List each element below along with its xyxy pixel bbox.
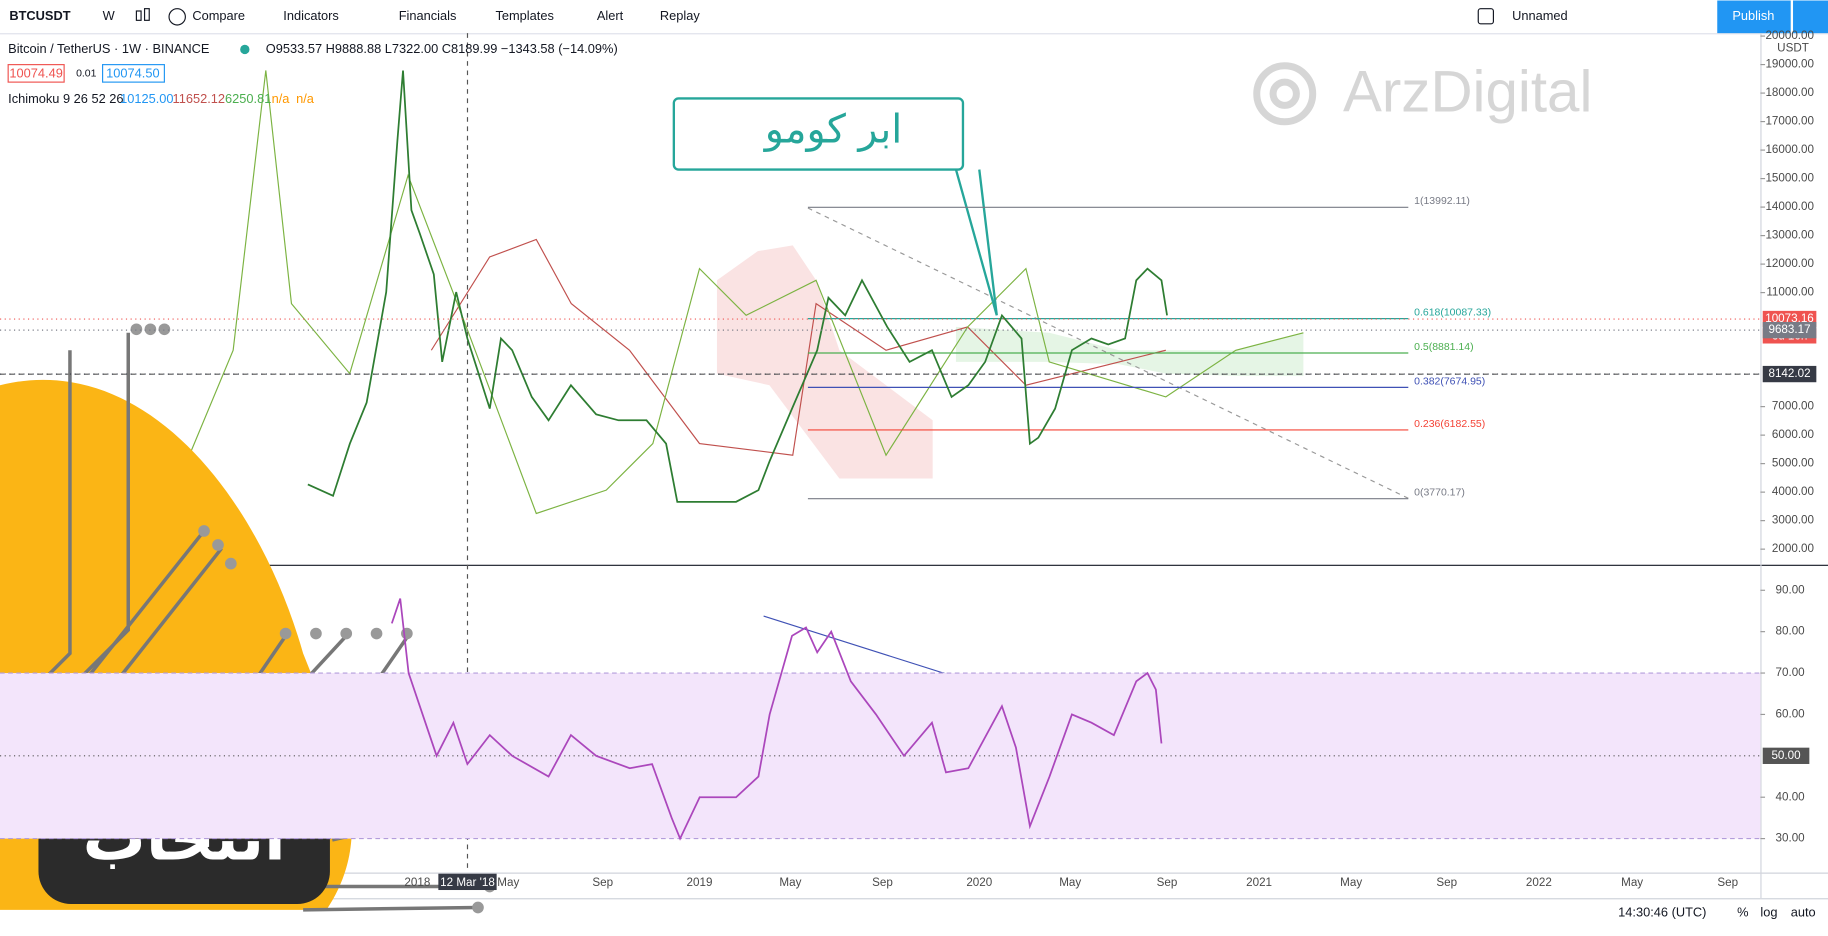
price-tick-label: 12000.00 bbox=[1765, 257, 1814, 270]
price-tick-label: 11000.00 bbox=[1766, 286, 1814, 299]
fib-label: 0.618(10087.33) bbox=[1414, 308, 1491, 319]
price-tick-label: 7000.00 bbox=[1772, 400, 1815, 413]
price-tag-label: 8142.02 bbox=[1768, 367, 1810, 380]
sell-price[interactable]: 10074.49 bbox=[9, 65, 62, 80]
price-tick-label: 18000.00 bbox=[1765, 86, 1814, 99]
fib-label: 1(13992.11) bbox=[1414, 196, 1470, 207]
watermark: ArzDigital bbox=[1343, 59, 1592, 124]
rsi-tick-label: 90.00 bbox=[1776, 583, 1806, 596]
fib-label: 0.382(7674.95) bbox=[1414, 376, 1485, 387]
time-label: May bbox=[1340, 876, 1362, 889]
callout-pointer bbox=[954, 169, 998, 316]
callout bbox=[672, 97, 965, 171]
publish-label[interactable]: Publish bbox=[1732, 8, 1774, 23]
time-label: 2022 bbox=[1526, 876, 1552, 889]
price-tick-label: 16000.00 bbox=[1765, 143, 1814, 156]
price-tick-label: 5000.00 bbox=[1772, 457, 1815, 470]
time-label: 2020 bbox=[966, 876, 992, 889]
price-tag-label: 10073.16 bbox=[1765, 312, 1814, 325]
price-tick-label: 13000.00 bbox=[1765, 229, 1814, 242]
toolbar-button[interactable]: Replay bbox=[660, 8, 700, 23]
legend-ohlc: O9533.57 H9888.88 L7322.00 C8189.99 −134… bbox=[266, 41, 618, 56]
time-label: May bbox=[1059, 876, 1081, 889]
toolbar-button[interactable]: Templates bbox=[495, 8, 553, 23]
time-label: Sep bbox=[1436, 876, 1457, 889]
toolbar-button[interactable]: Indicators bbox=[283, 8, 339, 23]
price-tick-label: 19000.00 bbox=[1765, 58, 1814, 71]
fib-label: 0.5(8881.14) bbox=[1414, 342, 1473, 353]
percent-toggle[interactable]: % bbox=[1737, 905, 1748, 920]
fib-label: 0.236(6182.55) bbox=[1414, 419, 1485, 430]
time-label: 2018 bbox=[404, 876, 430, 889]
toolbar-button[interactable]: Financials bbox=[399, 8, 457, 23]
rsi-band bbox=[0, 673, 1761, 839]
toolbar-button[interactable]: Alert bbox=[597, 8, 624, 23]
price-tick-label: 14000.00 bbox=[1765, 200, 1814, 213]
time-label: Sep bbox=[1157, 876, 1178, 889]
indicator-value: n/a bbox=[296, 91, 315, 106]
indicator-name: Ichimoku 9 26 52 26 bbox=[8, 91, 123, 106]
toolbar-button[interactable]: Compare bbox=[192, 8, 245, 23]
interval[interactable]: W bbox=[103, 8, 116, 23]
price-tag bbox=[1762, 321, 1817, 339]
checkbox[interactable] bbox=[1477, 8, 1494, 25]
watermark-icon bbox=[1253, 62, 1317, 126]
auto-toggle[interactable]: auto bbox=[1791, 905, 1816, 920]
price-line bbox=[307, 70, 1168, 503]
publish-button[interactable] bbox=[1717, 0, 1791, 34]
indicator-value: n/a bbox=[272, 91, 291, 106]
chikou-line bbox=[174, 70, 1304, 515]
log-toggle[interactable]: log bbox=[1760, 905, 1777, 920]
buy-box[interactable] bbox=[102, 64, 165, 83]
crosshair-time-box bbox=[438, 873, 497, 891]
spread: 0.01 bbox=[76, 69, 97, 80]
toolbar bbox=[0, 0, 1828, 34]
price-tick-label: 4000.00 bbox=[1772, 485, 1815, 498]
rsi-line bbox=[390, 598, 1163, 841]
price-tick-label: 15000.00 bbox=[1765, 172, 1814, 185]
price-tick-label: 6000.00 bbox=[1772, 428, 1815, 441]
time-label: 12 Mar '18 bbox=[440, 876, 495, 889]
time-label: 2021 bbox=[1246, 876, 1272, 889]
time-label: May bbox=[1621, 876, 1643, 889]
candle-icon[interactable] bbox=[135, 8, 150, 21]
buy-price[interactable]: 10074.50 bbox=[106, 65, 159, 80]
rsi-level-tag bbox=[1762, 747, 1810, 764]
layout-name[interactable]: Unnamed bbox=[1512, 8, 1568, 23]
fullscreen-button[interactable] bbox=[1793, 0, 1828, 34]
time-label: May bbox=[497, 876, 519, 889]
price-tag-label: 9683.17 bbox=[1768, 323, 1810, 336]
rsi-tick-label: 60.00 bbox=[1776, 708, 1806, 721]
rsi-level-tag-label: 50.00 bbox=[1771, 749, 1801, 762]
rsi-tick-label: 70.00 bbox=[1776, 666, 1806, 679]
fib-label: 0(3770.17) bbox=[1414, 488, 1465, 499]
price-tag bbox=[1762, 365, 1817, 383]
price-tick-label: 17000.00 bbox=[1765, 115, 1814, 128]
time-label: May bbox=[779, 876, 801, 889]
indicator-value: 10125.00 bbox=[120, 91, 173, 106]
time-label: Sep bbox=[1717, 876, 1738, 889]
symbol[interactable]: BTCUSDT bbox=[9, 8, 70, 23]
price-tick-label: 20000.00 bbox=[1765, 29, 1814, 42]
kumo-cloud-red bbox=[716, 245, 933, 479]
legend-title: Bitcoin / TetherUS · 1W · BINANCE bbox=[8, 41, 209, 56]
compare-icon[interactable] bbox=[168, 8, 186, 26]
rsi-tick-label: 80.00 bbox=[1776, 625, 1806, 638]
rsi-tick-label: 30.00 bbox=[1776, 832, 1806, 845]
indicator-value: 6250.81 bbox=[225, 91, 271, 106]
sell-box[interactable] bbox=[7, 64, 65, 83]
price-tick-label: 3000.00 bbox=[1772, 514, 1815, 527]
callout-text: ابر کومو bbox=[763, 107, 903, 153]
time-label: Sep bbox=[872, 876, 893, 889]
time-label: Sep bbox=[592, 876, 613, 889]
clock: 14:30:46 (UTC) bbox=[1618, 905, 1706, 920]
price-tick-label: 2000.00 bbox=[1772, 542, 1815, 555]
rsi-tick-label: 40.00 bbox=[1776, 790, 1806, 803]
indicator-value: 11652.12 bbox=[173, 91, 226, 106]
currency-label: USDT bbox=[1777, 41, 1809, 54]
market-status bbox=[240, 44, 250, 55]
time-label: 2019 bbox=[687, 876, 713, 889]
